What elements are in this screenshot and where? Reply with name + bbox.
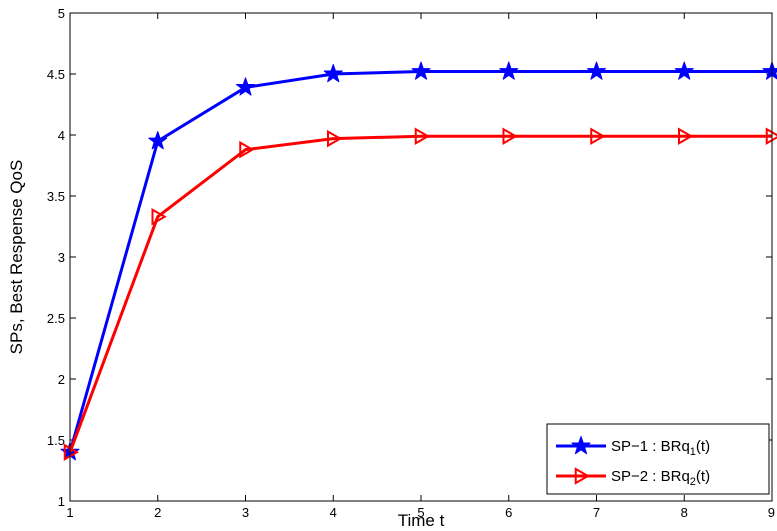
x-tick-label: 1: [66, 505, 73, 520]
series-2-point: [414, 127, 431, 145]
y-tick-label: 3.5: [47, 189, 65, 204]
y-tick-label: 4.5: [47, 67, 65, 82]
series-2-point: [327, 129, 343, 148]
series-1-point: [411, 61, 431, 80]
y-axis-title: SPs, Best Respense QoS: [7, 160, 26, 355]
series-1-point: [586, 61, 607, 80]
y-tick-label: 4: [58, 128, 65, 143]
series-1: [60, 61, 777, 461]
x-tick-label: 2: [154, 505, 161, 520]
x-axis-title: Time t: [398, 511, 445, 530]
x-tick-label: 3: [242, 505, 249, 520]
y-tick-label: 2: [58, 372, 65, 387]
x-tick-label: 9: [768, 505, 775, 520]
x-tick-label: 4: [330, 505, 337, 520]
series-2-point: [590, 127, 606, 145]
legend-label-2: SP−2 : BRq2(t): [611, 468, 710, 488]
series-2-point: [63, 443, 80, 461]
series-1-point: [148, 131, 168, 150]
series-2-point: [502, 127, 518, 145]
series-layer: [60, 61, 777, 461]
y-tick-label: 5: [58, 6, 65, 21]
series-2-line: [68, 134, 772, 453]
plot-frame: [69, 12, 773, 502]
y-tick-label: 2.5: [47, 311, 65, 326]
series-1-point: [323, 64, 343, 83]
series-2-point: [239, 140, 255, 159]
legend-marker-2: [574, 467, 591, 485]
legend: SP−1 : BRq1(t) SP−2 : BRq2(t): [546, 423, 770, 495]
x-tick-label: 8: [681, 505, 688, 520]
x-tick-label: 5: [417, 505, 424, 520]
series-2: [63, 127, 777, 461]
legend-marker-1: [571, 436, 591, 455]
series-2-point: [151, 208, 167, 226]
series-2-point: [678, 127, 694, 145]
series-1-point: [499, 61, 519, 80]
y-tick-label: 1: [58, 494, 65, 509]
legend-box: [546, 423, 770, 495]
legend-label-1: SP−1 : BRq1(t): [611, 438, 710, 458]
y-tick-label: 3: [58, 250, 65, 265]
series-2-point: [765, 127, 777, 145]
series-1-point: [235, 77, 256, 96]
y-tick-label: 1.5: [47, 433, 65, 448]
x-tick-label: 7: [593, 505, 600, 520]
series-1-point: [674, 61, 694, 80]
x-tick-label: 6: [505, 505, 512, 520]
